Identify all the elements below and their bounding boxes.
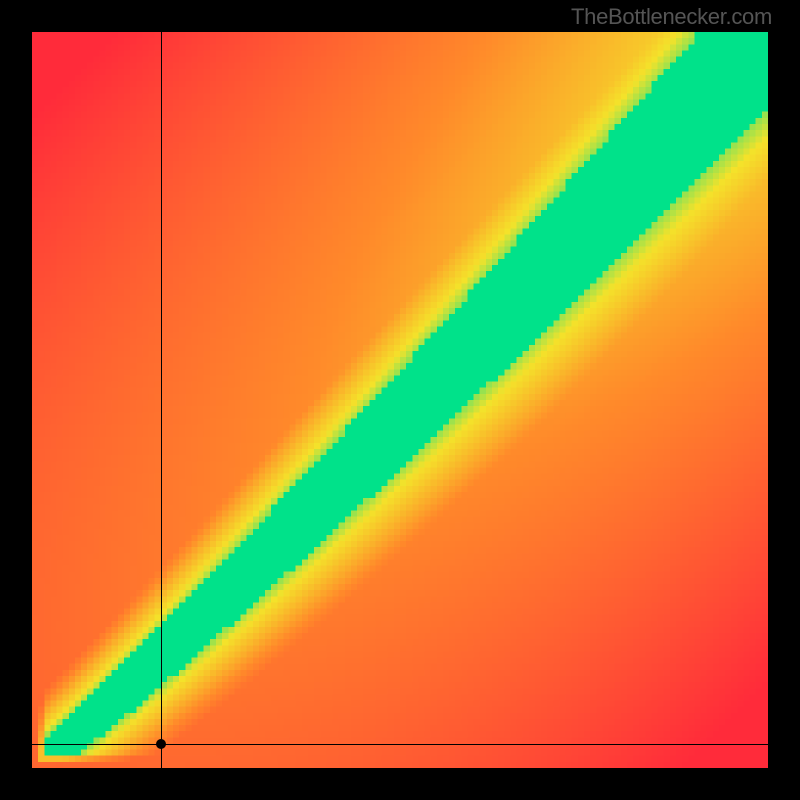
watermark-text: TheBottlenecker.com bbox=[571, 4, 772, 30]
crosshair-vertical bbox=[161, 32, 162, 768]
heatmap-canvas bbox=[32, 32, 768, 768]
crosshair-horizontal bbox=[32, 744, 768, 745]
crosshair-point bbox=[156, 739, 166, 749]
plot-area bbox=[32, 32, 768, 768]
